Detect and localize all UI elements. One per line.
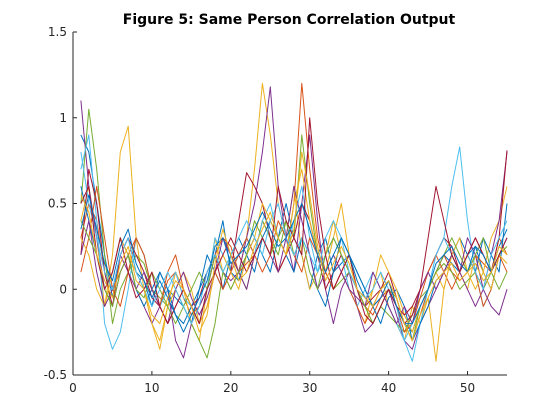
y-axis-ticks: -0.5 0 0.5 1 1.5	[44, 25, 77, 382]
series-line-13	[80, 151, 508, 342]
series-line-2	[80, 82, 508, 342]
x-tick-label: 40	[381, 381, 396, 395]
series-line-9	[80, 185, 508, 333]
series-line-11	[80, 185, 508, 325]
x-axis-ticks: 0 10 20 30 40 50	[69, 371, 475, 395]
x-tick-label: 20	[223, 381, 238, 395]
series-line-14	[80, 117, 508, 325]
series-line-5	[80, 108, 508, 359]
y-tick-label: 1	[59, 111, 67, 125]
x-tick-label: 10	[144, 381, 159, 395]
series-group	[80, 82, 508, 362]
series-line-8	[80, 186, 508, 342]
chart-title: Figure 5: Same Person Correlation Output	[123, 12, 456, 28]
series-line-16	[80, 151, 508, 342]
series-line-6	[80, 134, 508, 362]
series-line-15	[80, 194, 508, 333]
x-tick-label: 30	[302, 381, 317, 395]
y-tick-label: 0	[59, 282, 67, 296]
x-tick-label: 0	[69, 381, 77, 395]
y-tick-label: 0.5	[48, 197, 67, 211]
y-tick-label: -0.5	[44, 368, 67, 382]
y-tick-label: 1.5	[48, 25, 67, 39]
x-tick-label: 50	[460, 381, 475, 395]
